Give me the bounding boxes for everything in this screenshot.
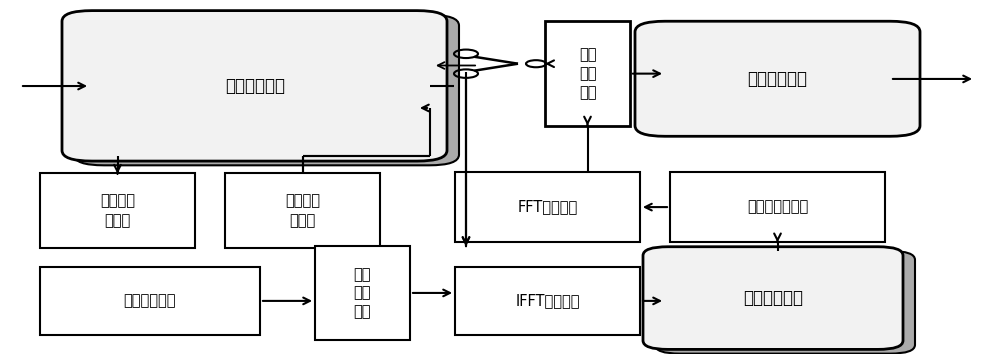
Bar: [225, 173, 380, 248]
Text: 数据读取
控制器: 数据读取 控制器: [285, 193, 320, 228]
Text: 数据写入
控制器: 数据写入 控制器: [100, 193, 135, 228]
Text: 中间缓存单元: 中间缓存单元: [743, 289, 803, 307]
Text: 数据预处理单元: 数据预处理单元: [747, 200, 808, 215]
Bar: [40, 173, 195, 248]
Text: 数据
均衡
单元: 数据 均衡 单元: [579, 47, 596, 100]
Bar: [90, 14, 430, 156]
FancyBboxPatch shape: [62, 11, 447, 161]
FancyBboxPatch shape: [74, 15, 459, 165]
FancyBboxPatch shape: [635, 21, 920, 136]
Bar: [545, 21, 630, 126]
Bar: [670, 172, 885, 242]
Bar: [455, 267, 640, 335]
Text: 信道
估计
单元: 信道 估计 单元: [354, 267, 371, 319]
Bar: [455, 172, 640, 242]
FancyBboxPatch shape: [643, 247, 903, 349]
Text: FFT计算单元: FFT计算单元: [517, 200, 578, 215]
Text: IFFT计算单元: IFFT计算单元: [515, 293, 580, 308]
Bar: [315, 246, 410, 340]
Text: 导频存储单元: 导频存储单元: [124, 293, 176, 308]
Bar: [665, 251, 890, 345]
Text: 输出缓存单元: 输出缓存单元: [748, 70, 808, 88]
FancyBboxPatch shape: [655, 251, 915, 354]
Bar: [40, 267, 260, 335]
Text: 输入缓存单元: 输入缓存单元: [225, 77, 285, 95]
